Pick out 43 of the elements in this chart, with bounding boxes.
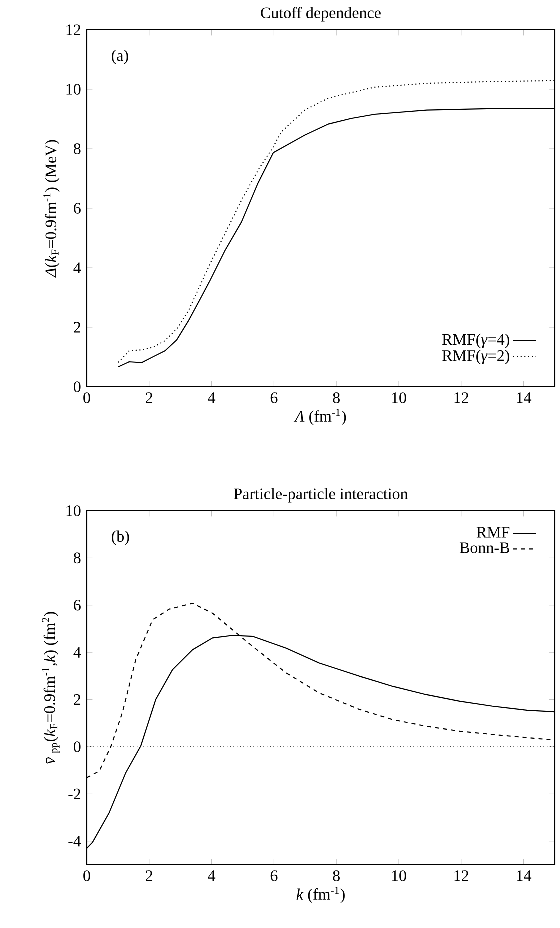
y-tick-label: -4 xyxy=(68,836,82,847)
legend-label: RMF(γ=4) xyxy=(442,334,510,348)
y-axis-title: Δ(k$_{F}$=0.9fm$^{-1}$) (MeV) xyxy=(44,140,60,278)
y-tick-label: 10 xyxy=(66,506,81,516)
y-tick-label: 8 xyxy=(74,552,81,564)
y-tick-label: 10 xyxy=(66,84,81,95)
x-tick-label: 0 xyxy=(84,392,90,404)
x-axis-title: Λ (fm$^{-1}$) xyxy=(294,408,346,426)
x-tick-label: 4 xyxy=(208,870,216,882)
legend-label: RMF(γ=2) xyxy=(442,350,510,365)
x-tick-label: 2 xyxy=(146,392,153,404)
y-tick-label: 0 xyxy=(74,382,81,392)
y-tick-label: 8 xyxy=(74,144,81,154)
x-tick-label: 4 xyxy=(208,392,216,404)
x-tick-label: 12 xyxy=(454,392,468,404)
x-tick-label: 14 xyxy=(517,392,532,404)
x-tick-label: 10 xyxy=(392,870,406,882)
x-tick-label: 8 xyxy=(333,870,340,882)
x-tick-label: 12 xyxy=(454,870,468,882)
y-tick-label: 12 xyxy=(66,24,81,36)
y-tick-label: 0 xyxy=(74,742,81,752)
x-tick-label: 10 xyxy=(392,392,406,404)
chart-title: Cutoff dependence xyxy=(261,7,381,22)
y-tick-label: 2 xyxy=(74,322,81,333)
y-tick-label: -2 xyxy=(68,788,81,800)
y-tick-label: 6 xyxy=(74,203,81,214)
y-tick-label: 2 xyxy=(74,694,81,706)
x-tick-label: 14 xyxy=(517,870,532,882)
x-tick-label: 2 xyxy=(146,870,153,882)
chart-title: Particle-particle interaction xyxy=(234,488,408,503)
x-tick-label: 8 xyxy=(333,392,340,404)
legend-label: Bonn-B xyxy=(460,542,510,554)
x-tick-label: 6 xyxy=(270,870,278,882)
text: v̄$_{pp}$(k$_{F}$=0.9fm$^{-1}$,k) (fm$^{2}$) xyxy=(42,612,60,764)
y-tick-label: 4 xyxy=(74,647,82,658)
y-tick-label: 4 xyxy=(74,262,82,274)
x-axis-title: k (fm$^{-1}$) xyxy=(296,886,345,904)
annotation: (b) xyxy=(112,530,130,546)
x-tick-label: 0 xyxy=(84,870,90,882)
annotation: (a) xyxy=(112,50,128,64)
x-tick-label: 6 xyxy=(270,392,278,404)
legend-label: RMF xyxy=(476,527,510,538)
y-tick-label: 6 xyxy=(74,600,81,611)
